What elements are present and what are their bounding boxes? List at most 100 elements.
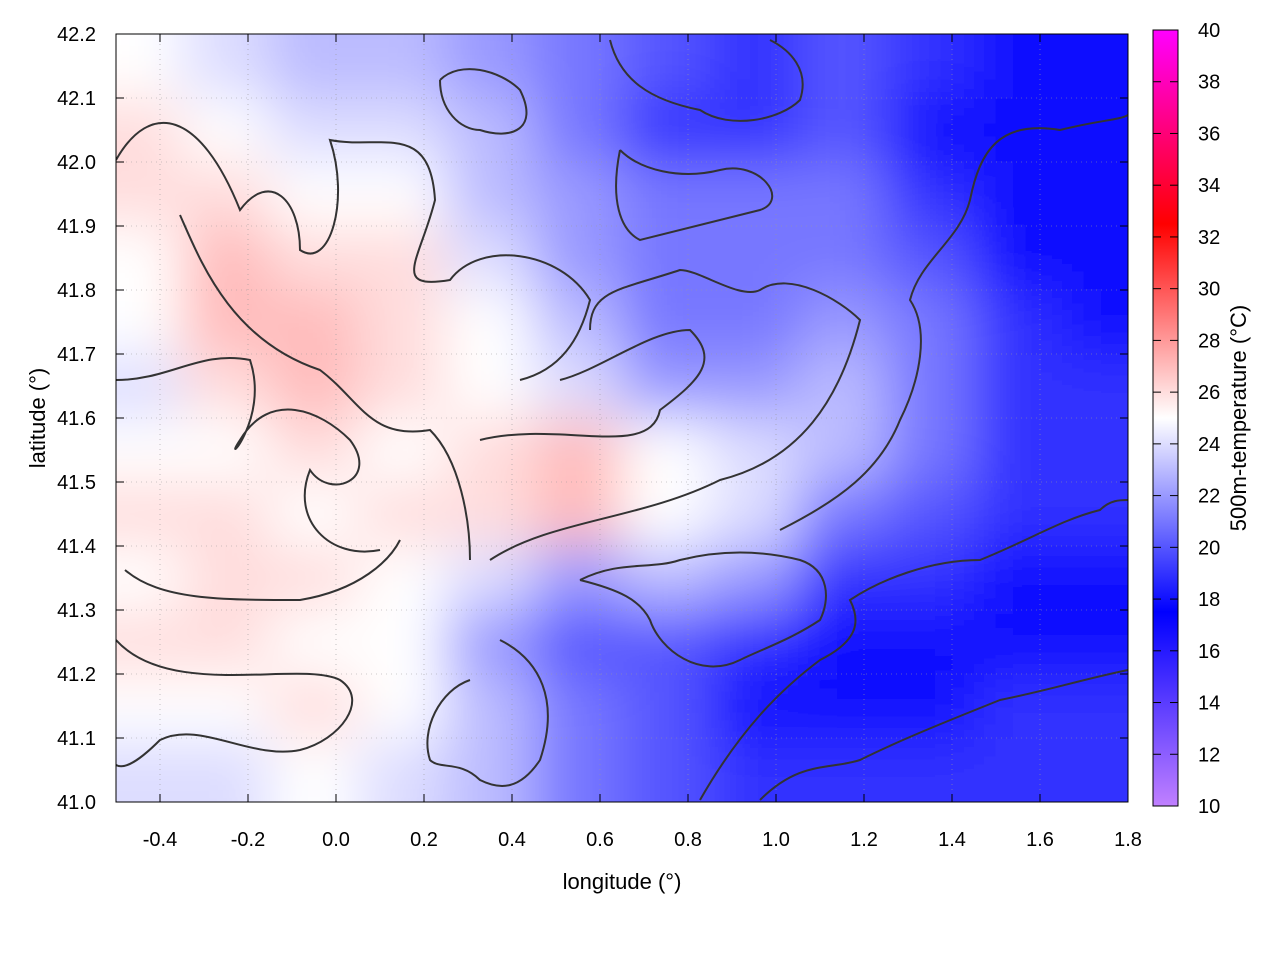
heatmap-cell xyxy=(1062,674,1128,739)
contour-line xyxy=(489,268,862,561)
heatmap-cell xyxy=(710,674,799,739)
x-tick-label: 1.0 xyxy=(762,829,790,851)
heatmap-cell xyxy=(534,290,623,355)
heatmap-cell xyxy=(886,34,975,99)
heatmap-cell xyxy=(446,226,535,291)
heatmap-cell xyxy=(710,34,799,99)
heatmap-cell xyxy=(798,354,887,419)
x-tick-label: 0.6 xyxy=(586,829,614,851)
y-tick-label: 41.2 xyxy=(57,664,96,686)
heatmap-cell xyxy=(116,674,183,739)
heatmap-cell xyxy=(358,162,447,227)
x-tick-label: 1.6 xyxy=(1026,829,1054,851)
colorbar-tick-label: 22 xyxy=(1198,486,1220,508)
colorbar-tick-label: 10 xyxy=(1198,796,1220,818)
heatmap-cell xyxy=(798,290,887,355)
heatmap-cell xyxy=(974,546,1063,611)
y-tick-label: 42.1 xyxy=(57,88,96,110)
heatmap-cell xyxy=(534,34,623,99)
y-tick-label: 41.6 xyxy=(57,408,96,430)
x-tick-label: -0.2 xyxy=(231,829,265,851)
heatmap-cell xyxy=(1062,546,1128,611)
heatmap-cell xyxy=(446,290,535,355)
heatmap-cell xyxy=(710,546,799,611)
heatmap-cell xyxy=(710,482,799,547)
y-tick-labels: 41.0 41.1 41.2 41.3 41.4 41.5 41.6 41.7 41.8 41.9… xyxy=(57,24,96,814)
heatmap-cell xyxy=(886,98,975,163)
y-axis-label: latitude (°) xyxy=(25,368,50,469)
heatmap-cell xyxy=(622,482,711,547)
y-tick-label: 41.0 xyxy=(57,792,96,814)
y-tick-label: 41.3 xyxy=(57,600,96,622)
contour-line xyxy=(699,499,1128,801)
heatmap-cell xyxy=(1062,290,1128,355)
contour-line xyxy=(116,356,381,553)
heatmap-cell xyxy=(182,290,271,355)
heatmap-cell xyxy=(358,354,447,419)
x-tick-label: 0.8 xyxy=(674,829,702,851)
heatmap-cell xyxy=(886,226,975,291)
heatmap-cell xyxy=(182,610,271,675)
heatmap-cell xyxy=(182,546,271,611)
x-tick-label: 1.4 xyxy=(938,829,966,851)
heatmap-cell xyxy=(622,674,711,739)
heatmap-cell xyxy=(446,418,535,483)
colorbar-tick-label: 28 xyxy=(1198,330,1220,352)
heatmap-cell xyxy=(534,674,623,739)
heatmap-cell xyxy=(974,226,1063,291)
heatmap-cell xyxy=(974,34,1063,99)
heatmap-cell xyxy=(974,482,1063,547)
heatmap-cell xyxy=(446,546,535,611)
heatmap-cell xyxy=(358,482,447,547)
heatmap-cell xyxy=(710,162,799,227)
heatmap-cell xyxy=(622,290,711,355)
heatmap-cell xyxy=(270,98,359,163)
heatmap-cell xyxy=(270,610,359,675)
axis-ticks xyxy=(116,33,1129,803)
heatmap-cell xyxy=(358,34,447,99)
contour-line xyxy=(426,639,549,787)
y-tick-label: 41.9 xyxy=(57,216,96,238)
heatmap-cell xyxy=(182,418,271,483)
heatmap-cell xyxy=(534,610,623,675)
x-tick-labels: -0.4 -0.2 0.0 0.2 0.4 0.6 0.8 1.0 1.2 1.4 1.6 1.8 xyxy=(143,829,1142,851)
heatmap-cell xyxy=(446,738,535,802)
x-axis-label: longitude (°) xyxy=(563,869,682,894)
heatmap-cell xyxy=(798,546,887,611)
heatmap-cell xyxy=(358,674,447,739)
colorbar-tick-label: 18 xyxy=(1198,589,1220,611)
contour-lines xyxy=(116,39,1128,801)
heatmap-cell xyxy=(446,98,535,163)
heatmap-cell xyxy=(116,162,183,227)
colorbar-tick-label: 36 xyxy=(1198,123,1220,145)
heatmap-cell xyxy=(116,290,183,355)
heatmap-cell xyxy=(1062,738,1128,802)
colorbar-label: 500m-temperature (°C) xyxy=(1226,305,1251,531)
heatmap-cell xyxy=(534,738,623,802)
heatmap-cell xyxy=(182,34,271,99)
contour-line xyxy=(179,214,471,561)
heatmap-cell xyxy=(886,354,975,419)
colorbar-tick-label: 12 xyxy=(1198,744,1220,766)
colorbar-tick-label: 20 xyxy=(1198,537,1220,559)
heatmap-cell xyxy=(534,354,623,419)
heatmap-cell xyxy=(974,162,1063,227)
heatmap-cell xyxy=(1062,354,1128,419)
heatmap-cell xyxy=(886,418,975,483)
heatmap-cell xyxy=(974,290,1063,355)
heatmap-cell xyxy=(798,418,887,483)
colorbar-tick-label: 38 xyxy=(1198,72,1220,94)
heatmap-cell xyxy=(622,354,711,419)
heatmap-cell xyxy=(1062,610,1128,675)
heatmap-cell xyxy=(798,738,887,802)
colorbar-tick-labels: 10 12 14 16 18 20 22 24 26 28 30 32 34 36 38 40 xyxy=(1198,20,1220,818)
heatmap-cell xyxy=(534,546,623,611)
x-tick-label: 0.2 xyxy=(410,829,438,851)
y-tick-label: 41.7 xyxy=(57,344,96,366)
contour-line xyxy=(615,149,774,242)
colorbar-tick-label: 40 xyxy=(1198,20,1220,42)
y-tick-label: 42.2 xyxy=(57,24,96,46)
heatmap-cell xyxy=(270,418,359,483)
contour-line xyxy=(124,539,401,602)
heatmap-cell xyxy=(116,418,183,483)
